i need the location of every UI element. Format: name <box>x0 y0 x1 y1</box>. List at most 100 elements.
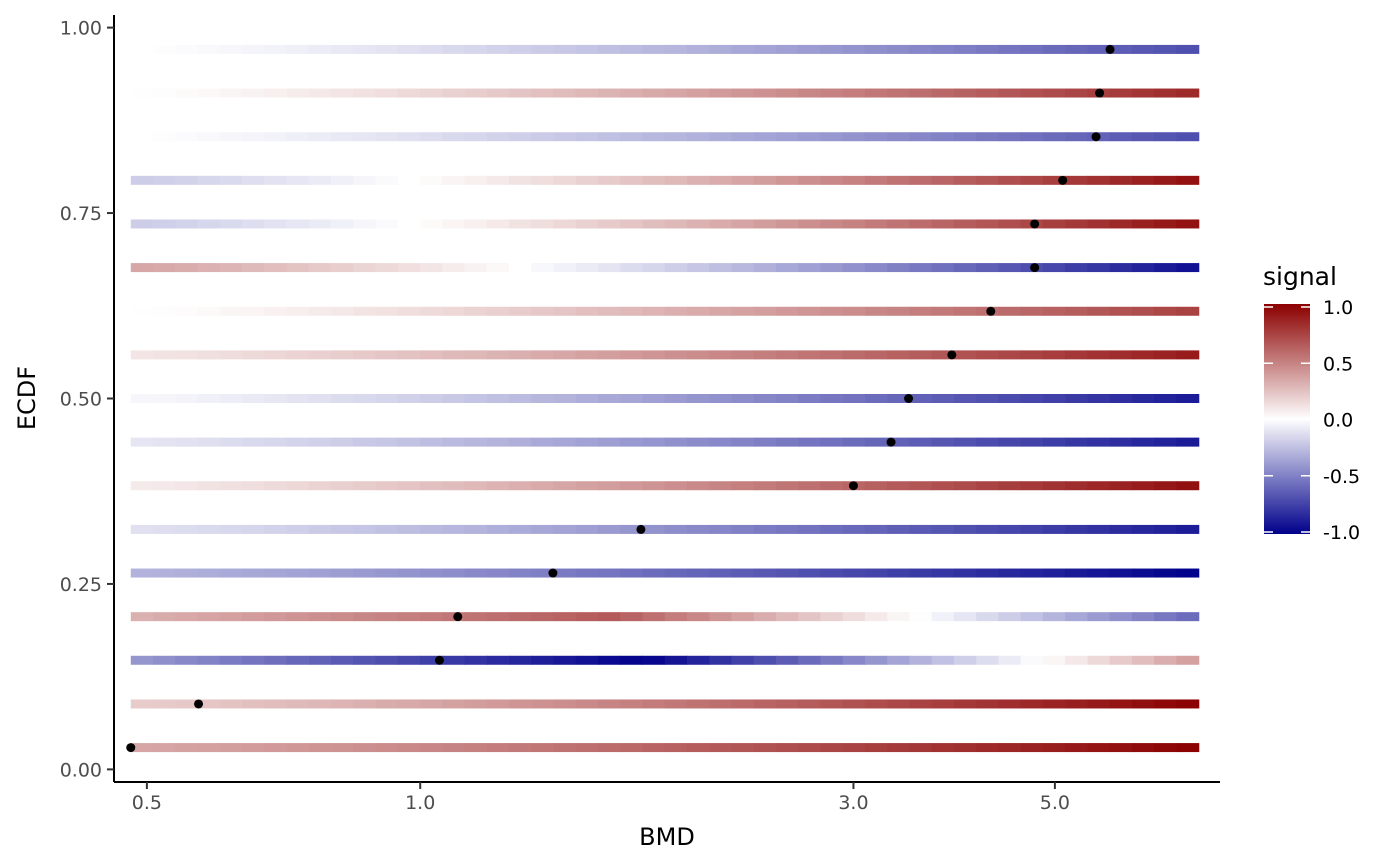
strip-segment <box>775 743 799 753</box>
strip-segment <box>397 175 421 185</box>
strip-segment <box>998 263 1022 273</box>
strip-segment <box>264 306 288 316</box>
strip-segment <box>242 175 265 185</box>
strip-segment <box>420 306 443 316</box>
strip-segment <box>1109 743 1133 753</box>
strip-segment <box>242 44 265 54</box>
strip-segment <box>1109 44 1133 54</box>
bmd-point <box>434 655 444 665</box>
strip-segment <box>153 44 176 54</box>
strip-segment <box>464 219 488 229</box>
strip-segment <box>931 350 955 360</box>
strip-segment <box>597 263 621 273</box>
strip-segment <box>998 743 1022 753</box>
strip-segment <box>864 394 888 403</box>
strip-segment <box>575 568 599 578</box>
strip-segment <box>842 132 866 142</box>
strip-segment <box>375 612 399 622</box>
strip-segment <box>197 568 221 578</box>
strip-segment <box>1154 44 1178 54</box>
strip-segment <box>820 612 844 622</box>
strip-segment <box>308 44 332 54</box>
strip-segment <box>909 612 933 622</box>
strip-segment <box>998 175 1022 185</box>
strip-segment <box>397 481 421 491</box>
strip-segment <box>397 263 421 273</box>
signal-strip <box>130 219 1200 229</box>
strip-segment <box>1020 524 1044 534</box>
strip-segment <box>820 132 844 142</box>
strip-segment <box>464 88 488 98</box>
strip-segment <box>264 743 288 753</box>
legend-title: signal <box>1263 262 1337 291</box>
strip-segment <box>864 568 888 578</box>
strip-segment <box>308 568 332 578</box>
strip-segment <box>597 132 621 142</box>
strip-segment <box>464 263 488 273</box>
strip-segment <box>509 612 532 622</box>
strip-segment <box>731 524 755 534</box>
strip-segment <box>909 481 933 491</box>
strip-segment <box>731 655 755 665</box>
strip-segment <box>1087 568 1111 578</box>
strip-segment <box>620 394 644 403</box>
strip-segment <box>976 481 1000 491</box>
strip-segment <box>219 612 243 622</box>
strip-segment <box>486 612 510 622</box>
strip-segment <box>219 175 243 185</box>
strip-segment <box>1131 524 1155 534</box>
strip-segment <box>798 219 822 229</box>
strip-segment <box>375 655 399 665</box>
strip-segment <box>397 132 421 142</box>
strip-segment <box>709 568 733 578</box>
strip-segment <box>130 568 154 578</box>
strip-segment <box>242 437 265 447</box>
strip-segment <box>1087 743 1111 753</box>
strip-segment <box>909 88 933 98</box>
strip-segment <box>1087 350 1111 360</box>
strip-segment <box>509 394 532 403</box>
strip-segment <box>464 394 488 403</box>
strip-segment <box>864 88 888 98</box>
bmd-point <box>947 350 957 360</box>
strip-segment <box>331 437 354 447</box>
strip-segment <box>842 437 866 447</box>
strip-segment <box>420 263 443 273</box>
strip-segment <box>308 132 332 142</box>
strip-segment <box>597 743 621 753</box>
strip-segment <box>798 394 822 403</box>
strip-segment <box>331 306 354 316</box>
strip-segment <box>1042 437 1066 447</box>
strip-segment <box>976 44 1000 54</box>
strip-segment <box>1176 350 1200 360</box>
strip-segment <box>953 655 977 665</box>
strip-segment <box>820 437 844 447</box>
strip-segment <box>308 612 332 622</box>
strip-segment <box>442 44 466 54</box>
strip-segment <box>775 481 799 491</box>
strip-segment <box>175 219 199 229</box>
strip-segment <box>1176 44 1200 54</box>
strip-segment <box>331 655 354 665</box>
strip-segment <box>153 655 176 665</box>
strip-segment <box>642 132 666 142</box>
strip-segment <box>686 219 710 229</box>
strip-segment <box>842 306 866 316</box>
strip-segment <box>175 743 199 753</box>
strip-segment <box>331 481 354 491</box>
strip-segment <box>420 394 443 403</box>
strip-segment <box>308 437 332 447</box>
strip-segment <box>887 743 911 753</box>
strip-segment <box>553 132 577 142</box>
strip-segment <box>731 612 755 622</box>
legend-tick-label: 0.5 <box>1323 353 1353 375</box>
strip-segment <box>175 350 199 360</box>
strip-segment <box>153 481 176 491</box>
strip-segment <box>509 699 532 709</box>
strip-segment <box>664 132 688 142</box>
strip-segment <box>397 524 421 534</box>
strip-segment <box>597 437 621 447</box>
strip-segment <box>486 175 510 185</box>
strip-segment <box>1020 568 1044 578</box>
strip-segment <box>420 524 443 534</box>
